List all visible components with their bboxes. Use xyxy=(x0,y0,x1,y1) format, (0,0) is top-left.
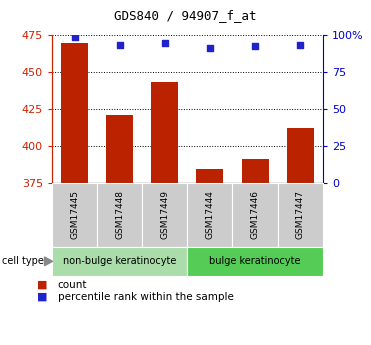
Text: GSM17444: GSM17444 xyxy=(206,190,214,239)
Point xyxy=(72,35,78,40)
Text: GSM17446: GSM17446 xyxy=(250,190,260,239)
Bar xyxy=(242,159,269,183)
Text: GSM17448: GSM17448 xyxy=(115,190,124,239)
Bar xyxy=(106,115,133,183)
Text: GSM17447: GSM17447 xyxy=(296,190,305,239)
Point xyxy=(162,41,168,46)
Text: ■: ■ xyxy=(37,292,47,302)
Text: ■: ■ xyxy=(37,280,47,289)
Text: cell type: cell type xyxy=(2,256,44,266)
Text: bulge keratinocyte: bulge keratinocyte xyxy=(209,256,301,266)
Point xyxy=(297,42,303,48)
Point xyxy=(117,42,123,48)
Bar xyxy=(196,169,223,183)
Bar xyxy=(61,43,88,183)
Bar xyxy=(151,82,178,183)
Text: count: count xyxy=(58,280,87,289)
Text: non-bulge keratinocyte: non-bulge keratinocyte xyxy=(63,256,176,266)
Text: GDS840 / 94907_f_at: GDS840 / 94907_f_at xyxy=(114,9,257,22)
Point xyxy=(252,43,258,49)
Text: percentile rank within the sample: percentile rank within the sample xyxy=(58,292,233,302)
Point xyxy=(207,45,213,51)
Text: GSM17449: GSM17449 xyxy=(160,190,169,239)
Bar xyxy=(287,128,314,183)
Text: GSM17445: GSM17445 xyxy=(70,190,79,239)
